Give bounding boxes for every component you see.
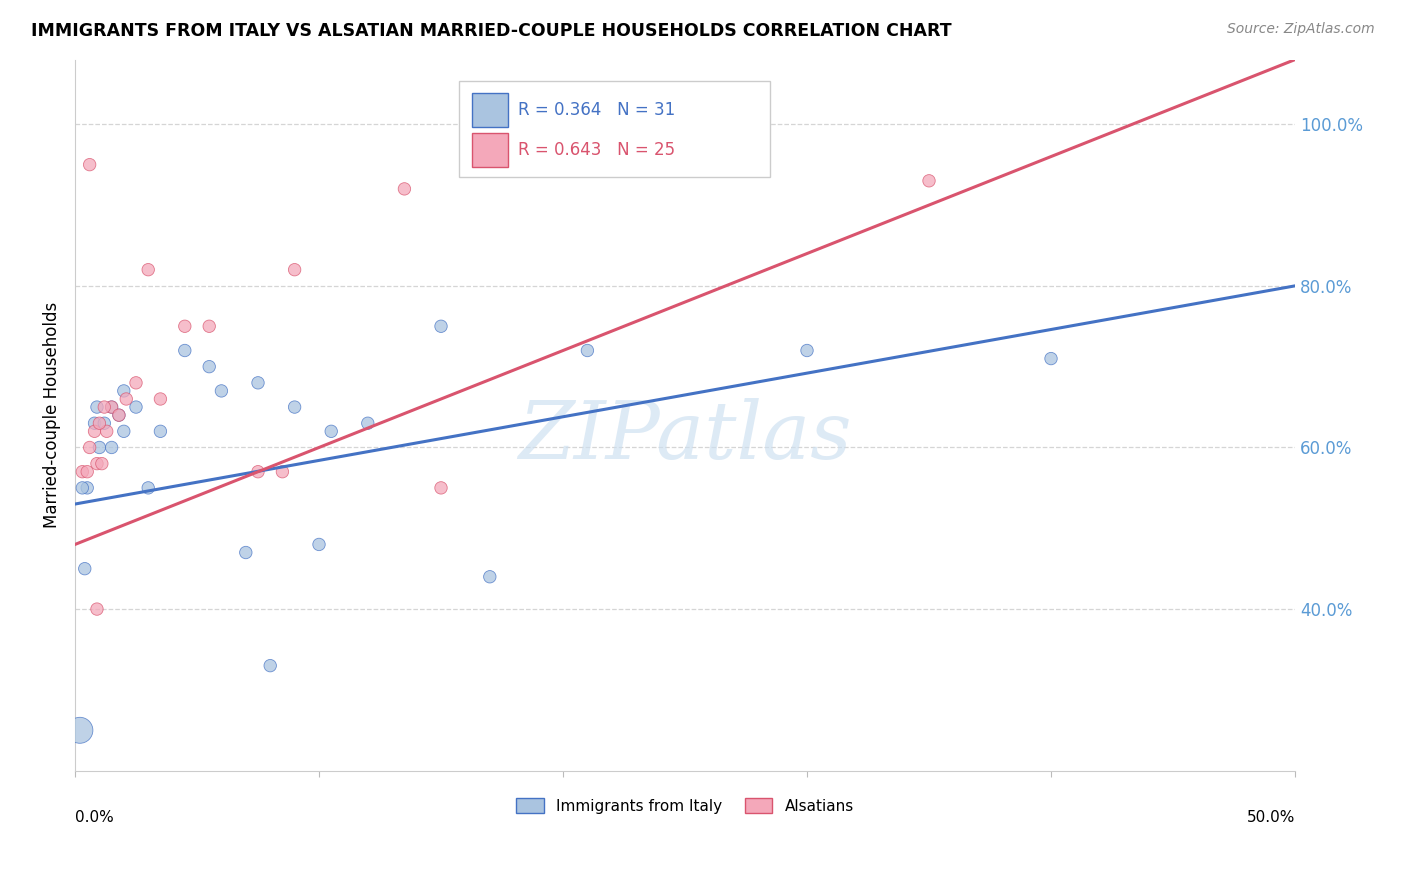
Text: R = 0.364   N = 31: R = 0.364 N = 31 <box>517 101 675 119</box>
Point <box>235 545 257 559</box>
Point <box>478 570 501 584</box>
Point <box>149 425 172 439</box>
Point <box>112 425 135 439</box>
Point <box>79 441 101 455</box>
Bar <box>471 133 508 167</box>
Point <box>79 158 101 172</box>
Point <box>72 465 94 479</box>
Text: Source: ZipAtlas.com: Source: ZipAtlas.com <box>1227 22 1375 37</box>
Point <box>100 400 122 414</box>
Point <box>76 465 98 479</box>
Point <box>89 441 111 455</box>
Point <box>796 343 818 358</box>
Point <box>108 408 131 422</box>
Point <box>86 457 108 471</box>
Point <box>83 416 105 430</box>
Text: IMMIGRANTS FROM ITALY VS ALSATIAN MARRIED-COUPLE HOUSEHOLDS CORRELATION CHART: IMMIGRANTS FROM ITALY VS ALSATIAN MARRIE… <box>31 22 952 40</box>
Point <box>284 262 307 277</box>
Point <box>115 392 138 406</box>
Point <box>93 400 115 414</box>
Point <box>198 319 221 334</box>
Point <box>72 481 94 495</box>
Point <box>136 262 159 277</box>
Point <box>93 416 115 430</box>
Point <box>1040 351 1063 366</box>
Point <box>90 457 112 471</box>
Point <box>125 400 148 414</box>
Legend: Immigrants from Italy, Alsatians: Immigrants from Italy, Alsatians <box>510 792 860 820</box>
FancyBboxPatch shape <box>460 81 770 177</box>
Point <box>321 425 343 439</box>
Point <box>576 343 599 358</box>
Text: ZIPatlas: ZIPatlas <box>519 398 852 475</box>
Point <box>198 359 221 374</box>
Point <box>83 425 105 439</box>
Y-axis label: Married-couple Households: Married-couple Households <box>44 302 60 528</box>
Point <box>173 343 195 358</box>
Point <box>149 392 172 406</box>
Text: 50.0%: 50.0% <box>1247 810 1295 825</box>
Text: 0.0%: 0.0% <box>75 810 114 825</box>
Point <box>430 481 453 495</box>
Text: R = 0.643   N = 25: R = 0.643 N = 25 <box>517 141 675 159</box>
Point <box>100 400 122 414</box>
Point <box>69 723 91 738</box>
Point <box>112 384 135 398</box>
Point <box>394 182 416 196</box>
Point <box>73 562 96 576</box>
Point <box>308 537 330 551</box>
Point <box>918 174 941 188</box>
Point <box>271 465 294 479</box>
Point <box>89 416 111 430</box>
Point <box>96 425 118 439</box>
Point <box>173 319 195 334</box>
Point <box>357 416 380 430</box>
Point <box>108 408 131 422</box>
Point <box>430 319 453 334</box>
Point <box>247 465 270 479</box>
Point <box>86 400 108 414</box>
Point <box>247 376 270 390</box>
Point <box>136 481 159 495</box>
Point <box>284 400 307 414</box>
Point <box>100 441 122 455</box>
Point <box>125 376 148 390</box>
Point <box>76 481 98 495</box>
Point <box>259 658 281 673</box>
Bar <box>471 93 508 127</box>
Point <box>86 602 108 616</box>
Point <box>209 384 232 398</box>
